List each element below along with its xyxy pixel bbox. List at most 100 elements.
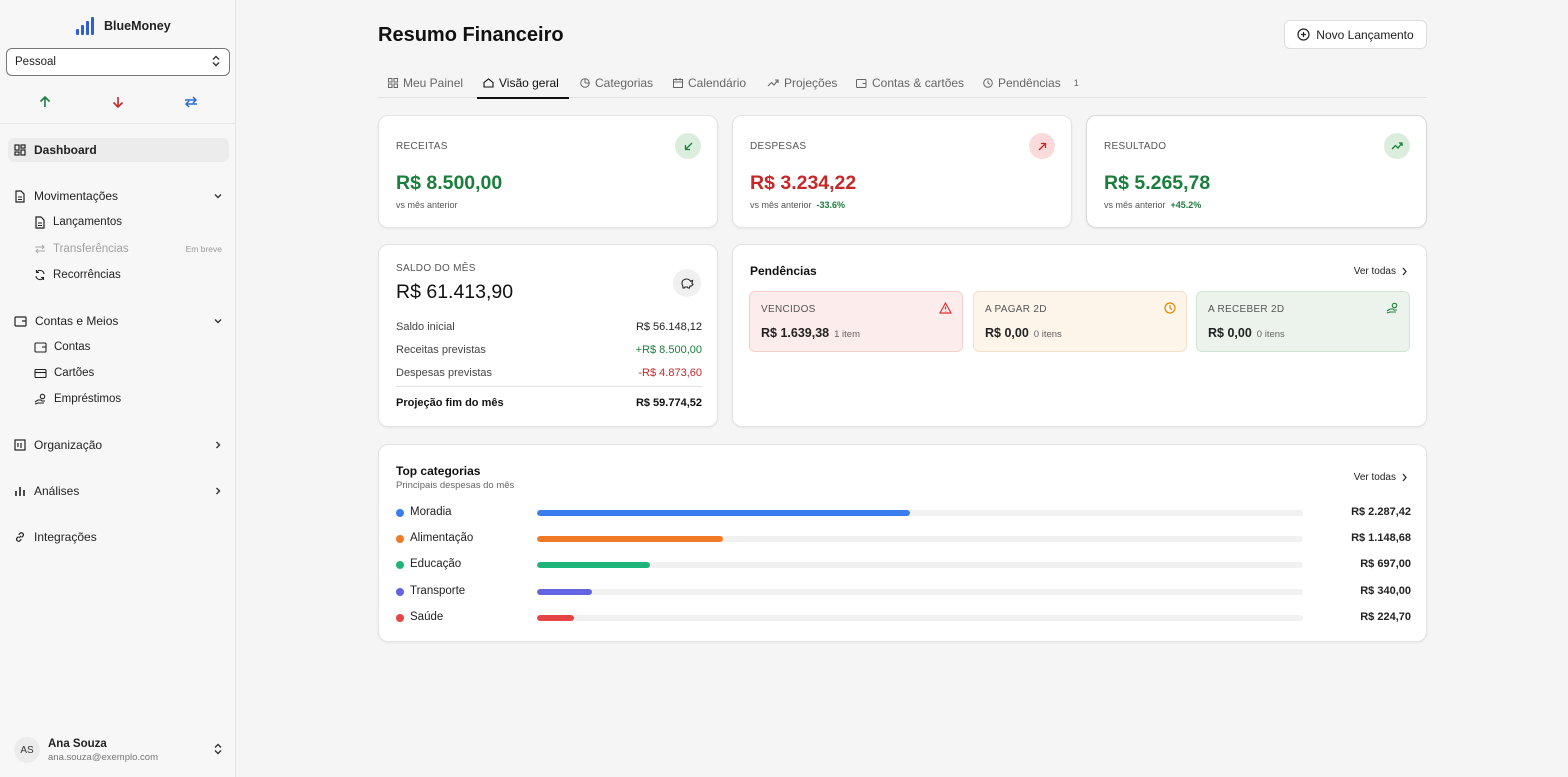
category-value: R$ 2.287,42 <box>1351 506 1411 518</box>
pending-box-a-pagar[interactable]: A PAGAR 2D R$ 0,00 0 itens <box>973 291 1187 352</box>
kpi-comparison: vs mês anterior +45.2% <box>1104 200 1201 210</box>
kpi-label: RECEITAS <box>396 141 448 152</box>
sidebar-item-contas[interactable]: Contas <box>28 336 228 358</box>
logo-icon <box>74 15 96 37</box>
workspace-select[interactable]: Pessoal <box>6 48 230 76</box>
kpi-card-receitas: RECEITAS R$ 8.500,00 vs mês anterior <box>378 115 718 228</box>
pending-box-value: R$ 0,00 0 itens <box>985 326 1062 340</box>
arrow-down-icon <box>112 97 124 109</box>
home-icon <box>483 78 494 88</box>
chevron-down-icon <box>214 194 222 199</box>
kpi-comparison: vs mês anterior -33.6% <box>750 200 845 210</box>
saldo-row-value: R$ 59.774,52 <box>635 397 702 409</box>
transfer-icon <box>35 244 45 254</box>
sidebar-item-emprestimos[interactable]: Empréstimos <box>28 388 228 410</box>
tab-label: Calendário <box>688 76 747 90</box>
link-icon <box>16 532 24 542</box>
sidebar-item-recorrencias[interactable]: Recorrências <box>28 264 228 286</box>
category-color-dot <box>396 588 404 596</box>
sidebar-item-integracoes[interactable]: Integrações <box>8 525 229 549</box>
page-title: Resumo Financeiro <box>378 24 564 46</box>
hand-coins-icon <box>34 393 46 405</box>
category-name: Moradia <box>410 506 452 518</box>
sidebar-group-movimentacoes[interactable]: Movimentações <box>8 184 229 208</box>
tab-label: Visão geral <box>499 76 559 90</box>
see-all-link[interactable]: Ver todas <box>1354 266 1408 277</box>
sidebar-group-analises[interactable]: Análises <box>8 479 229 503</box>
user-name: Ana Souza <box>48 737 107 750</box>
avatar: AS <box>14 737 40 763</box>
card-subtitle: Principais despesas do mês <box>396 480 515 491</box>
chevron-updown-icon <box>211 55 221 70</box>
tab-categorias[interactable]: Categorias <box>580 68 653 98</box>
saldo-row-label: Receitas previstas <box>396 344 486 356</box>
pending-box-a-receber[interactable]: A RECEBER 2D R$ 0,00 0 itens <box>1196 291 1410 352</box>
pending-box-vencidos[interactable]: VENCIDOS R$ 1.639,38 1 item <box>749 291 963 352</box>
category-row[interactable]: Educação R$ 697,00 <box>396 558 1411 572</box>
sidebar-item-label: Análises <box>34 484 80 498</box>
category-bar-fill <box>537 536 724 542</box>
kpi-value: R$ 5.265,78 <box>1104 172 1211 194</box>
sidebar-item-lancamentos[interactable]: Lançamentos <box>28 211 228 233</box>
sidebar-item-transferencias: Transferências Em breve <box>28 238 228 260</box>
saldo-row-label: Projeção fim do mês <box>396 397 504 409</box>
saldo-row-inicial: Saldo inicial R$ 56.148,12 <box>396 321 702 333</box>
saldo-row-receitas: Receitas previstas +R$ 8.500,00 <box>396 344 702 356</box>
user-info: Ana Souza ana.souza@exemplo.com <box>48 738 158 763</box>
chevron-right-icon <box>1402 473 1407 482</box>
brand-name: BlueMoney <box>104 19 171 33</box>
category-row[interactable]: Transporte R$ 340,00 <box>396 585 1411 599</box>
trend-icon <box>767 79 779 87</box>
credit-card-icon <box>34 368 47 378</box>
category-name: Alimentação <box>410 532 474 544</box>
kpi-comparison-label: vs mês anterior <box>396 200 458 210</box>
saldo-row-value: +R$ 8.500,00 <box>635 344 702 356</box>
category-row[interactable]: Moradia R$ 2.287,42 <box>396 506 1411 520</box>
pending-box-value: R$ 0,00 0 itens <box>1208 326 1285 340</box>
user-email: ana.souza@exemplo.com <box>48 751 158 763</box>
document-icon <box>35 215 45 229</box>
category-bar-track <box>537 510 1303 516</box>
sidebar-item-label: Empréstimos <box>54 393 122 405</box>
tab-meu-painel[interactable]: Meu Painel <box>388 68 463 98</box>
new-entry-button[interactable]: Novo Lançamento <box>1284 20 1427 49</box>
category-color-dot <box>396 561 404 569</box>
add-expense-button[interactable] <box>108 92 128 112</box>
tab-contas-cartoes[interactable]: Contas & cartões <box>856 68 964 98</box>
tab-projecoes[interactable]: Projeções <box>767 68 837 98</box>
category-row[interactable]: Alimentação R$ 1.148,68 <box>396 532 1411 546</box>
card-title: Top categorias <box>396 464 481 478</box>
sidebar-item-dashboard[interactable]: Dashboard <box>8 138 229 162</box>
user-menu[interactable]: AS Ana Souza ana.souza@exemplo.com <box>8 733 229 767</box>
piggy-bank-icon <box>673 269 701 297</box>
category-row[interactable]: Saúde R$ 224,70 <box>396 611 1411 625</box>
sidebar-item-cartoes[interactable]: Cartões <box>28 362 228 384</box>
sidebar-item-label: Dashboard <box>34 143 97 157</box>
tab-visao-geral[interactable]: Visão geral <box>477 68 569 99</box>
add-income-button[interactable] <box>35 92 55 112</box>
sidebar-item-label: Contas <box>54 341 91 353</box>
sidebar-group-organizacao[interactable]: Organização <box>8 433 229 457</box>
kpi-label: DESPESAS <box>750 141 807 152</box>
document-icon <box>15 189 25 203</box>
sidebar-item-label: Organização <box>34 438 103 452</box>
tab-calendario[interactable]: Calendário <box>673 68 746 98</box>
kpi-comparison-label: vs mês anterior <box>1104 200 1166 210</box>
tab-label: Projeções <box>784 76 838 90</box>
kpi-value: R$ 8.500,00 <box>396 172 503 194</box>
category-value: R$ 224,70 <box>1360 611 1411 623</box>
category-name: Saúde <box>410 611 444 623</box>
arrow-down-left-icon <box>675 133 701 159</box>
sidebar-group-contas[interactable]: Contas e Meios <box>8 309 229 333</box>
pending-count: 0 itens <box>1033 329 1062 340</box>
quick-actions <box>0 92 236 112</box>
pending-amount: R$ 0,00 <box>1208 326 1252 340</box>
category-bar-track <box>537 589 1303 595</box>
add-transfer-button[interactable] <box>181 92 201 112</box>
tab-pendencias[interactable]: Pendências 1 <box>983 68 1079 98</box>
see-all-link[interactable]: Ver todas <box>1354 472 1408 483</box>
saldo-row-value: -R$ 4.873,60 <box>638 367 702 379</box>
top-categories-card: Top categorias Principais despesas do mê… <box>378 444 1427 642</box>
chevron-right-icon <box>1402 267 1407 276</box>
tab-label: Contas & cartões <box>872 76 965 90</box>
